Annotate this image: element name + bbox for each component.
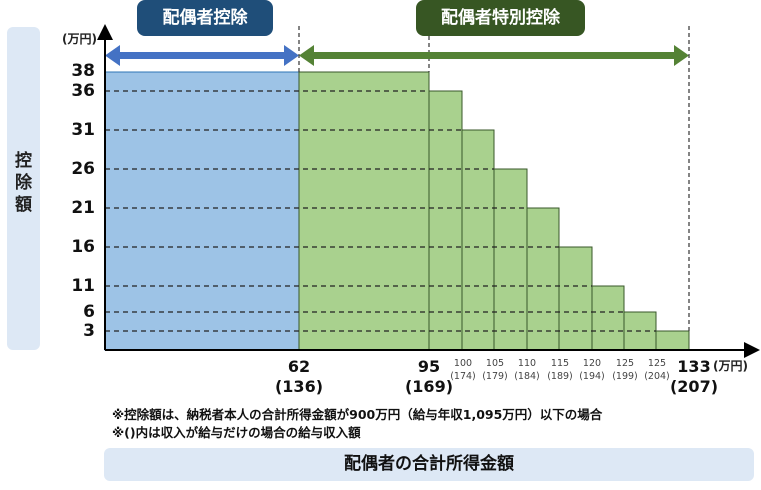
spouse-deduction-arrow xyxy=(105,45,299,66)
x-tick-62-salary: (136) xyxy=(274,377,324,396)
y-tick-6: 6 xyxy=(83,302,95,322)
x-tick-133-value: 133 xyxy=(677,357,711,376)
x-tick-95-value: 95 xyxy=(417,357,441,376)
y-tick-16: 16 xyxy=(71,237,95,257)
note-deduction-condition: ※控除額は、納税者本人の合計所得金額が900万円（給与年収1,095万円）以下の… xyxy=(112,407,603,422)
special-deduction-arrow xyxy=(299,45,689,66)
special-deduction-bars xyxy=(298,71,690,351)
special-spouse-deduction-label: 配偶者特別控除 xyxy=(416,0,585,36)
x-tick-100: 100 (174) xyxy=(450,358,476,382)
x-tick-62: 62 (136) xyxy=(264,357,334,397)
x-tick-105: 105 (179) xyxy=(482,358,508,382)
deduction-step-chart xyxy=(97,24,760,358)
y-tick-31: 31 xyxy=(71,120,95,140)
x-axis-unit: (万円) xyxy=(713,359,748,373)
spouse-deduction-bar xyxy=(104,71,300,351)
note-salary-income: ※()内は収入が給与だけの場合の給与収入額 xyxy=(112,425,361,440)
x-tick-133-salary: (207) xyxy=(669,377,719,396)
y-tick-36: 36 xyxy=(71,81,95,101)
y-axis-label-panel xyxy=(7,27,40,350)
y-tick-21: 21 xyxy=(71,198,95,218)
dashed-gridlines xyxy=(105,90,656,332)
y-tick-26: 26 xyxy=(71,159,95,179)
x-tick-62-value: 62 xyxy=(287,357,311,376)
y-tick-3: 3 xyxy=(83,321,95,341)
y-axis-label: 控除額 xyxy=(15,151,32,215)
x-tick-95: 95 (169) xyxy=(394,357,464,397)
y-axis-unit: (万円) xyxy=(62,32,97,46)
x-tick-125a: 125 (199) xyxy=(612,358,638,382)
x-tick-125b: 125 (204) xyxy=(644,358,670,382)
spouse-deduction-label: 配偶者控除 xyxy=(137,0,273,36)
x-tick-95-salary: (169) xyxy=(404,377,454,396)
y-tick-38: 38 xyxy=(71,61,95,81)
x-tick-115: 115 (189) xyxy=(547,358,573,382)
y-tick-11: 11 xyxy=(71,276,95,296)
x-tick-133: 133 (207) xyxy=(659,357,729,397)
x-tick-120: 120 (194) xyxy=(579,358,605,382)
x-tick-110: 110 (184) xyxy=(514,358,540,382)
x-axis-label: 配偶者の合計所得金額 xyxy=(104,448,754,481)
